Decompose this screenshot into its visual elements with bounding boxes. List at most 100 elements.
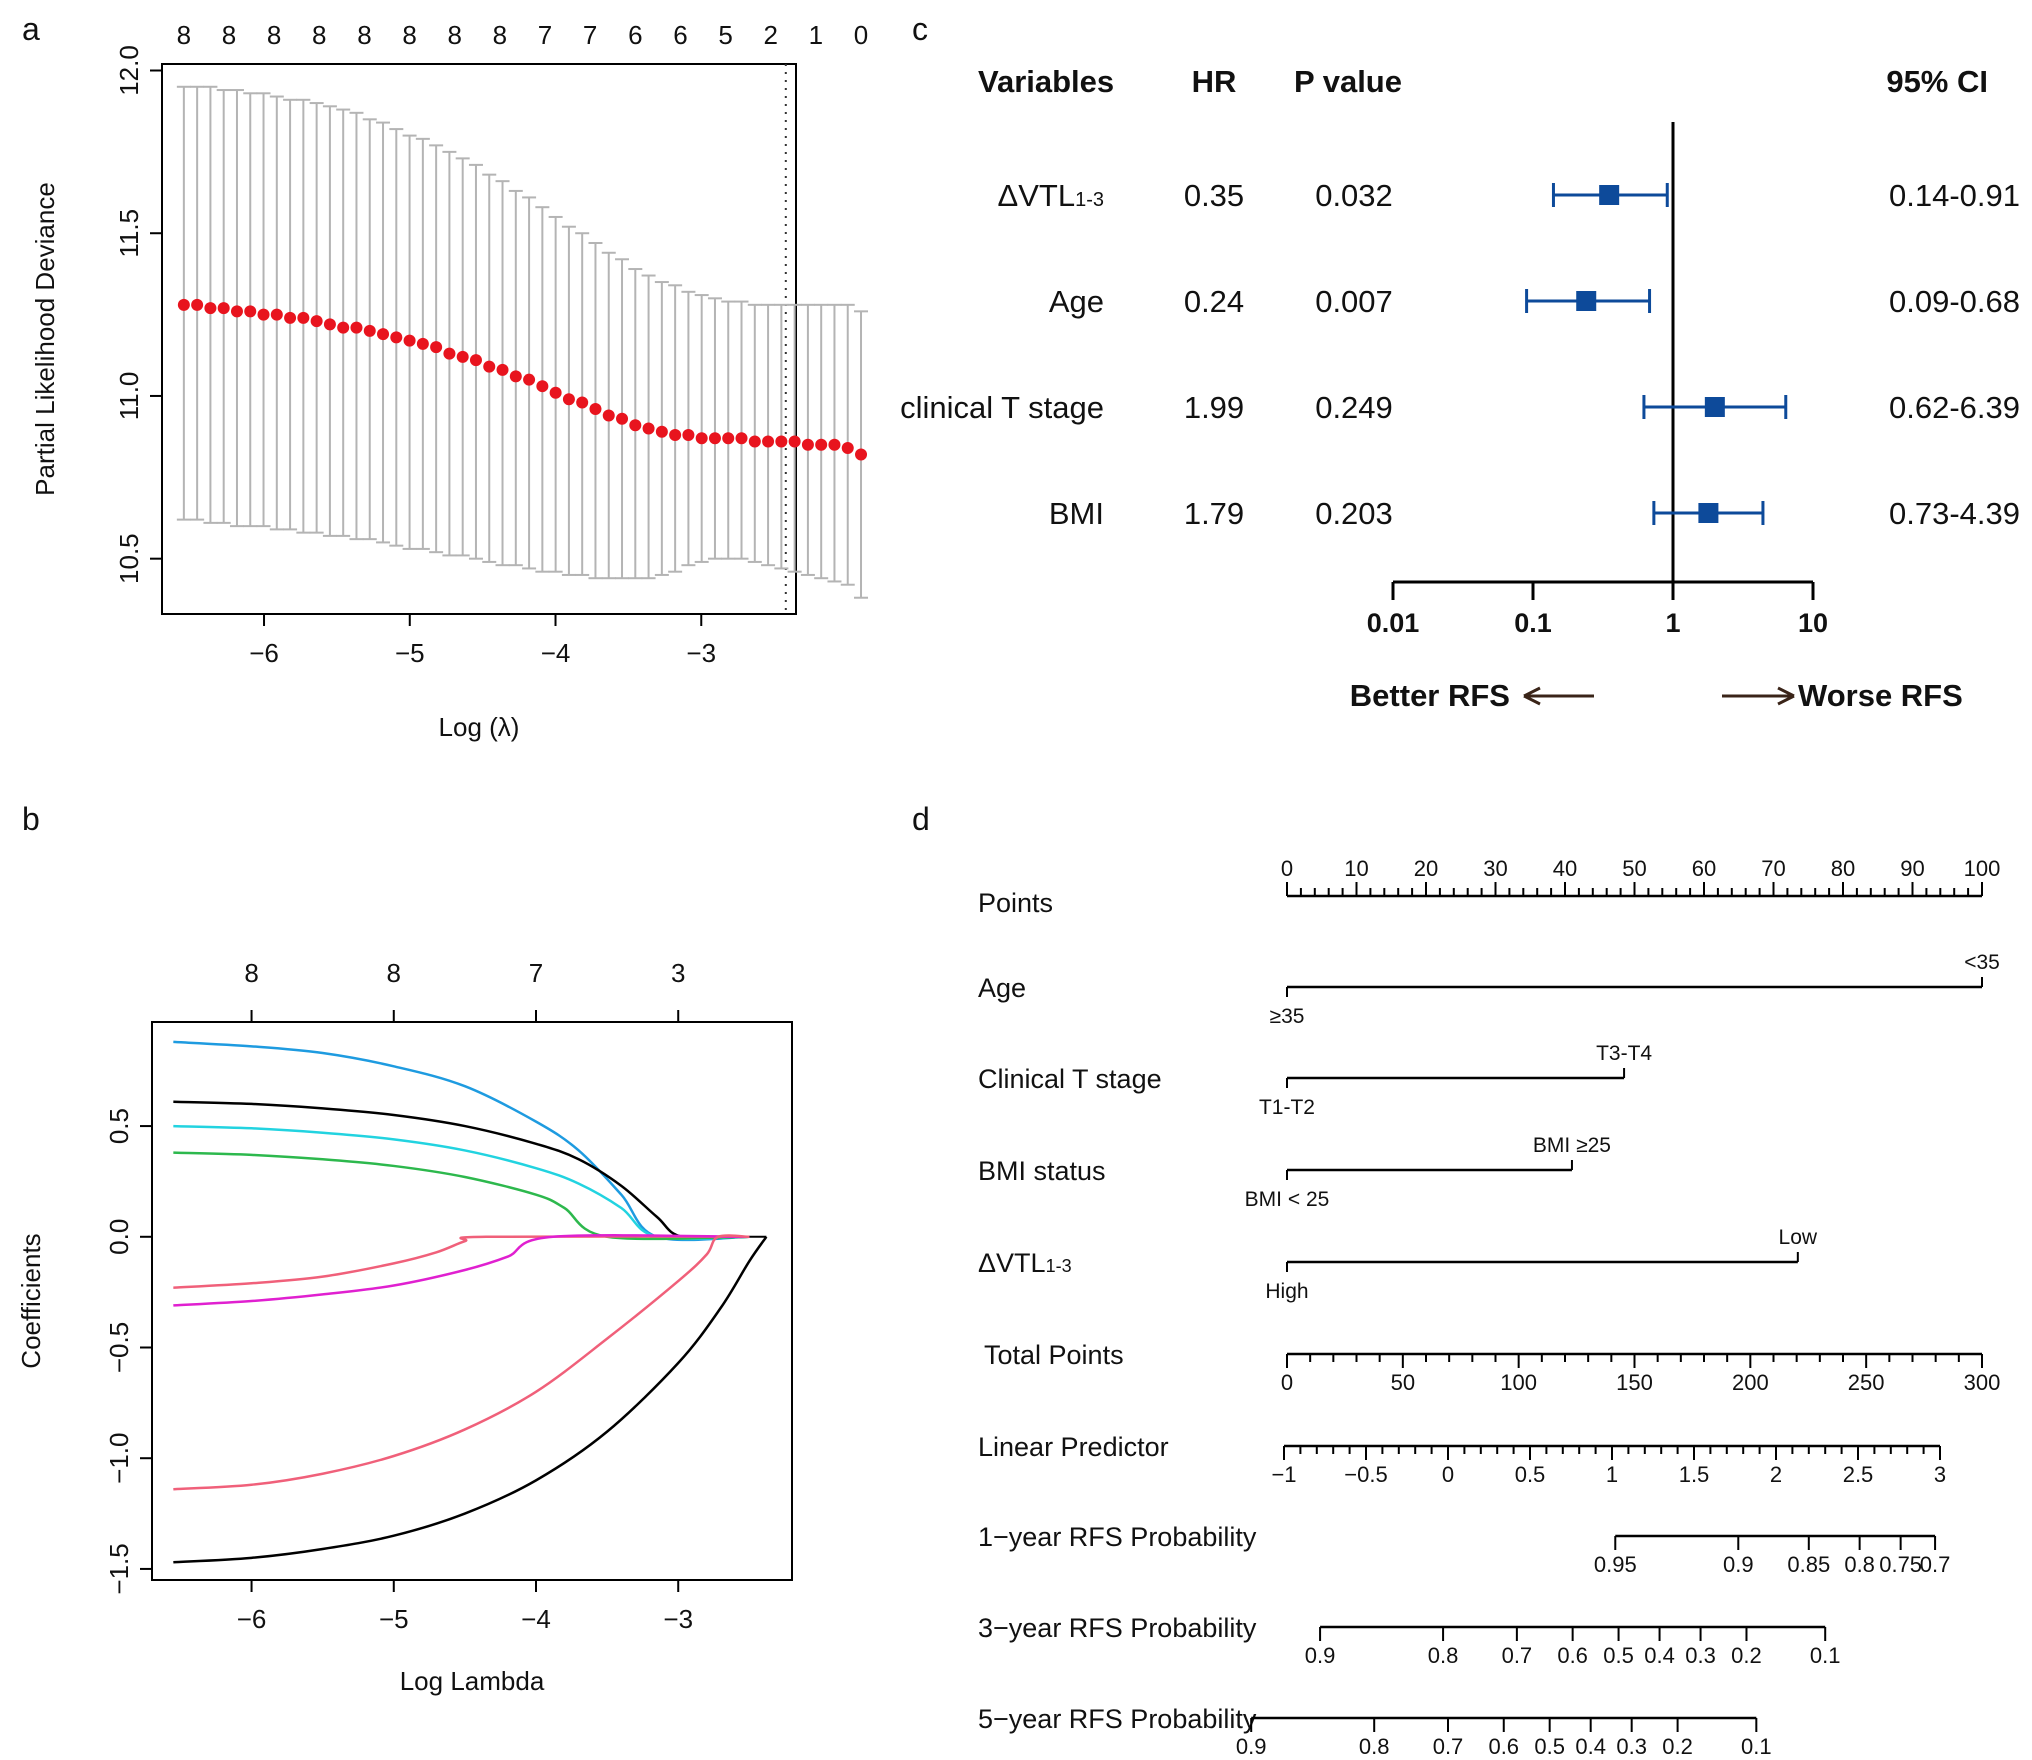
panel-c-row-label: clinical T stage [900,390,1104,425]
panel-a-mean-deviance-point [616,412,629,425]
panel-d-linear-predictor-tick-label: 2 [1770,1462,1782,1487]
panel-c-hr-marker [1698,503,1719,523]
panel-a-mean-deviance-point [828,438,841,451]
panel-c-hr-marker [1599,185,1620,205]
panel-d-variable-low-label: High [1265,1280,1308,1303]
panel-a-mean-deviance-point [177,298,190,311]
panel-a-mean-deviance-point [204,302,217,315]
panel-a-y-tick-label: 10.5 [114,533,144,584]
panel-a-mean-deviance-point [788,435,801,448]
panel-d-points-tick-label: 0 [1281,856,1293,881]
panel-a-mean-deviance-point [284,311,297,324]
panel-a-mean-deviance-point [855,448,868,461]
panel-a-mean-deviance-point [841,442,854,455]
panel-a-mean-deviance-point [669,429,682,442]
panel-c-row-ci: 0.14-0.91 [1889,178,2020,213]
panel-b-y-tick-label: 0.5 [104,1108,134,1144]
panel-d-variable-high-label: BMI ≥25 [1533,1134,1611,1157]
panel-d-variable-low-label: BMI < 25 [1245,1188,1330,1211]
panel-label-c: c [912,11,928,47]
panel-a-x-axis-label: Log (λ) [439,712,520,742]
panel-d-points-tick-label: 50 [1622,856,1646,881]
panel-b-coefficient-path-variable-1 [173,1040,750,1242]
panel-a-mean-deviance-point [708,432,721,445]
panel-d-variable-label-subscript: 1-3 [1046,1256,1072,1276]
panel-c-hr-marker [1704,397,1725,417]
panel-a-top-axis-label: 6 [673,20,687,50]
panel-c-row-p-value: 0.032 [1315,178,1393,213]
panel-d-variable-label: ΔVTL1-3 [978,1248,1072,1278]
panel-b-top-axis-label: 7 [529,958,543,988]
panel-c-row-p-value: 0.249 [1315,390,1393,425]
panel-d-rfs-tick-label: 0.7 [1920,1552,1951,1577]
panel-c-row-label-main: ΔVTL [998,178,1076,213]
panel-a-mean-deviance-point [323,318,336,331]
panel-d-rfs-tick-label: 0.3 [1616,1734,1647,1759]
panel-a-mean-deviance-point [801,438,814,451]
panel-a-mean-deviance-point [523,373,536,386]
panel-c-row-hr: 0.35 [1184,178,1244,213]
panel-b-x-tick-label: −6 [237,1604,267,1634]
panel-a-x-tick-label: −6 [249,638,279,668]
panel-c-row-ci: 0.62-6.39 [1889,390,2020,425]
panel-a-cv-deviance-plot: −6 −5 −4 −3 10.5 11.0 11.5 12.0 Log (λ) Partial L… [30,20,868,742]
panel-a-mean-deviance-point [536,380,549,393]
panel-a-mean-deviance-point [682,429,695,442]
panel-b-x-tick-label: −4 [521,1604,551,1634]
panel-d-total-points-tick-label: 200 [1732,1370,1769,1395]
panel-d-linear-predictor-tick-label: 1 [1606,1462,1618,1487]
panel-d-variable-low-label: T1-T2 [1259,1096,1315,1119]
panel-d-variable-label-main: ΔVTL [978,1248,1046,1278]
panel-d-total-points-label: Total Points [984,1340,1124,1370]
panel-b-y-tick-label: 0.0 [104,1219,134,1255]
panel-d-points-tick-label: 70 [1761,856,1785,881]
panel-d-rfs-scale-label: 1−year RFS Probability [978,1522,1257,1552]
panel-d-points-tick-label: 40 [1553,856,1577,881]
panel-d-rfs-tick-label: 0.3 [1685,1643,1716,1668]
panel-b-coefficient-path-variable-4 [173,1151,750,1241]
panel-c-row-label-main: clinical T stage [900,390,1104,425]
panel-d-variable-label: Clinical T stage [978,1064,1162,1094]
panel-d-rfs-tick-label: 0.1 [1741,1734,1772,1759]
panel-a-top-axis-label: 2 [763,20,777,50]
panel-c-x-tick-label: 1 [1665,608,1680,638]
panel-d-rfs-scale-label: 5−year RFS Probability [978,1704,1257,1734]
panel-c-row-hr: 0.24 [1184,284,1244,319]
panel-d-variable-label-main: BMI status [978,1156,1106,1186]
panel-a-mean-deviance-point [576,396,589,409]
panel-b-y-axis-label: Coefficients [16,1233,46,1368]
panel-d-rfs-scale-label: 3−year RFS Probability [978,1613,1257,1643]
panel-a-mean-deviance-point [562,393,575,406]
panel-b-coefficient-paths-plot: −6 −5 −4 −3 8 8 7 3 −1.5 −1.0 −0.5 0.0 0.5 Log Lambda… [16,958,793,1696]
panel-d-variable-high-label: T3-T4 [1596,1042,1652,1065]
panel-d-rfs-tick-label: 0.75 [1879,1552,1922,1577]
panel-d-variable-high-label: <35 [1964,951,2000,974]
panel-d-linear-predictor-tick-label: −1 [1271,1462,1296,1487]
panel-d-rfs-tick-label: 0.8 [1428,1643,1459,1668]
panel-a-mean-deviance-point [244,305,257,318]
panel-a-mean-deviance-point [589,402,602,415]
panel-a-mean-deviance-point [191,298,204,311]
panel-d-variable-label: BMI status [978,1156,1106,1186]
panel-d-points-tick-label: 80 [1831,856,1855,881]
panel-a-x-tick-label: −5 [395,638,425,668]
panel-b-top-axis-label: 8 [244,958,258,988]
panel-a-mean-deviance-point [270,308,283,321]
panel-d-rfs-tick-label: 0.9 [1236,1734,1267,1759]
panel-a-mean-deviance-point [642,422,655,435]
panel-c-header-ci: 95% CI [1886,64,1988,99]
panel-label-a: a [22,11,40,47]
panel-d-total-points-tick-label: 0 [1281,1370,1293,1395]
panel-label-d: d [912,801,930,837]
panel-d-linear-predictor-tick-label: 3 [1934,1462,1946,1487]
panel-d-rfs-tick-label: 0.9 [1305,1643,1336,1668]
panel-c-row-p-value: 0.203 [1315,496,1393,531]
panel-b-x-axis-label: Log Lambda [400,1666,545,1696]
panel-a-mean-deviance-point [722,432,735,445]
panel-c-better-arrow-head [1523,686,1541,706]
panel-a-top-axis-label: 8 [177,20,191,50]
panel-b-top-axis-label: 8 [387,958,401,988]
panel-c-worse-rfs-label: Worse RFS [1798,678,1963,713]
panel-d-points-tick-label: 90 [1900,856,1924,881]
panel-a-mean-deviance-point [456,350,469,363]
